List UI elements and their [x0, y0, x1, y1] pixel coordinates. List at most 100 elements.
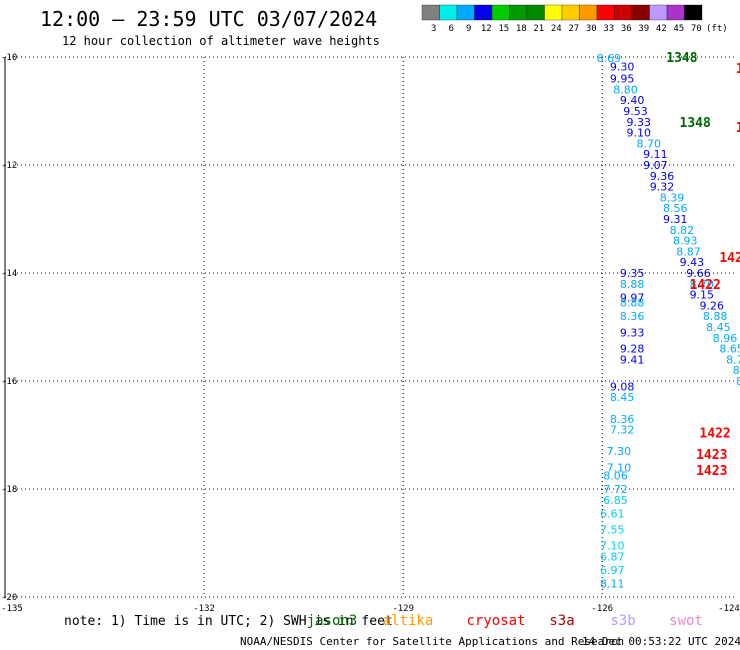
colorbar-swatch — [544, 4, 563, 21]
wave-height-label: 8.93 — [673, 235, 698, 248]
colorbar-swatch — [491, 4, 510, 21]
wave-height-label: 9.15 — [690, 289, 715, 302]
wave-height-label: 9.28 — [620, 343, 645, 356]
wave-height-label: 8.45 — [610, 391, 635, 404]
wave-height-label: 9.07 — [643, 159, 668, 172]
pass-time-label: 1348 — [680, 116, 711, 131]
y-tick-label: -18 — [1, 485, 17, 495]
mission-legend-item: s3a — [549, 613, 574, 629]
y-tick-label: -16 — [1, 377, 17, 387]
colorbar-swatch — [614, 4, 633, 21]
wave-height-label: 9.08 — [610, 380, 635, 393]
footer-timestamp: 14 Dec 00:53:22 UTC 2024 — [582, 635, 740, 648]
wave-height-label: 8.36 — [610, 413, 635, 426]
colorbar-swatch — [456, 4, 475, 21]
wave-height-label: 8.96 — [713, 332, 738, 345]
wave-height-label: 8.80 — [613, 83, 638, 96]
x-tick-label: -132 — [193, 604, 215, 614]
colorbar-tick-label: 3 — [431, 24, 436, 34]
wave-height-label: 7.10 — [600, 540, 625, 553]
wave-height-label: 8.36 — [620, 310, 645, 323]
colorbar-tick-label: 15 — [498, 24, 509, 34]
wave-height-label: 8.45 — [706, 321, 731, 334]
wave-height-label: 9.97 — [620, 291, 645, 304]
wave-height-label: 9.32 — [650, 181, 675, 194]
wave-height-label: 9.11 — [643, 148, 668, 161]
wave-height-label: 8.29 — [733, 364, 740, 377]
wave-height-label: 7.32 — [610, 424, 635, 437]
pass-time-label: 1423 — [696, 464, 727, 479]
wave-height-label: 9.66 — [686, 267, 711, 280]
mission-legend-item: altika — [383, 613, 434, 629]
mission-legend-item: cryosat — [466, 613, 525, 629]
colorbar-unit-label: (ft) — [706, 24, 728, 34]
wave-height-label: 7.55 — [600, 524, 625, 537]
wave-height-label: 7.10 — [607, 461, 632, 474]
x-tick-label: -135 — [1, 604, 23, 614]
colorbar-tick-label: 36 — [621, 24, 632, 34]
colorbar-swatch — [684, 4, 703, 21]
wave-height-label: 8.44 — [736, 375, 740, 388]
wave-height-label: 8.56 — [663, 202, 688, 215]
wave-height-label: 8.88 — [620, 278, 645, 291]
y-tick-label: -10 — [1, 53, 17, 63]
x-tick-label: -126 — [591, 604, 613, 614]
colorbar-tick-label: 6 — [449, 24, 454, 34]
wave-height-label: 9.33 — [627, 116, 652, 129]
wave-height-label: 8.87 — [676, 245, 701, 258]
grid-lines — [5, 56, 735, 598]
wave-height-label: 9.53 — [623, 105, 648, 118]
wave-height-label: 9.41 — [620, 353, 645, 366]
wave-height-label: 8.88 — [620, 297, 645, 310]
mission-legend-item: s3b — [610, 613, 635, 629]
wave-height-colorbar: 3 6 9 12 15 18 21 24 27 30 33 36 39 42 45 70 (ft) — [421, 4, 728, 34]
wave-height-label: 9.26 — [700, 299, 725, 312]
wave-height-label: 8.70 — [690, 278, 715, 291]
wave-height-label: 9.35 — [620, 267, 645, 280]
axis-tick-labels: -135-132-129-126-123-124-10-12-14-16-18-… — [1, 53, 740, 614]
wave-height-labels: 8.699.309.958.809.409.539.339.108.709.11… — [597, 52, 740, 591]
wave-height-label: 8.65 — [719, 343, 740, 356]
colorbar-tick-label: 9 — [466, 24, 471, 34]
colorbar-swatch — [579, 4, 598, 21]
colorbar-tick-label: 18 — [516, 24, 527, 34]
wave-height-label: 7.30 — [607, 445, 632, 458]
pass-time-label: 1422 — [699, 426, 730, 441]
wave-height-label: 8.39 — [660, 191, 685, 204]
pass-time-label: 1423 — [696, 448, 727, 463]
colorbar-swatch — [439, 4, 458, 21]
colorbar-swatch — [649, 4, 668, 21]
colorbar-tick-label: 42 — [656, 24, 667, 34]
colorbar-tick-label: 21 — [533, 24, 544, 34]
wave-height-label: 8.82 — [670, 224, 695, 237]
mission-legend-item: swot — [669, 613, 703, 629]
mission-legend: jason3 altika cryosat s3a s3b swot — [307, 613, 703, 629]
colorbar-tick-label: 27 — [568, 24, 579, 34]
wave-height-label: 6.87 — [600, 551, 625, 564]
colorbar-tick-label: 33 — [603, 24, 614, 34]
wave-height-label: 9.30 — [610, 61, 635, 74]
colorbar-tick-label: 12 — [481, 24, 492, 34]
colorbar-swatch — [596, 4, 615, 21]
wave-height-label: 9.33 — [620, 326, 645, 339]
wave-height-label: 8.11 — [600, 578, 625, 591]
colorbar-swatch — [421, 4, 440, 21]
chart-subtitle: 12 hour collection of altimeter wave hei… — [62, 34, 380, 48]
wave-height-label: 6.97 — [600, 564, 625, 577]
colorbar-swatch — [509, 4, 528, 21]
footer-credit: NOAA/NESDIS Center for Satellite Applica… — [240, 635, 624, 648]
colorbar-tick-label: 24 — [551, 24, 562, 34]
x-tick-label: -129 — [392, 604, 414, 614]
mission-legend-item: jason3 — [307, 613, 358, 629]
wave-height-label: 9.31 — [663, 213, 688, 226]
wave-height-label: 6.85 — [603, 494, 628, 507]
colorbar-tick-label: 30 — [586, 24, 597, 34]
colorbar-swatch — [666, 4, 685, 21]
wave-height-label: 6.61 — [600, 507, 625, 520]
wave-height-label: 8.88 — [703, 310, 728, 323]
chart-title: 12:00 — 23:59 UTC 03/07/2024 — [40, 7, 377, 31]
y-tick-label: -20 — [1, 593, 17, 603]
colorbar-tick-label: 39 — [638, 24, 649, 34]
